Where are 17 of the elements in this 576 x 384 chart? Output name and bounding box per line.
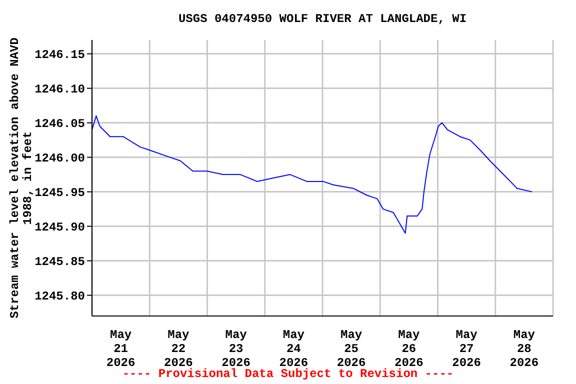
x-tick-label: May 25 2026 xyxy=(336,328,366,370)
y-axis-title: Stream water level elevation above NAVD 1988, in feet xyxy=(8,38,35,318)
text: ---- Provisional Data Subject to Revision ---- xyxy=(122,367,454,381)
y-tick-label: 1246.15 xyxy=(34,48,85,62)
y-tick-label: 1246.05 xyxy=(34,117,85,132)
x-tick-label: May 26 2026 xyxy=(394,328,424,370)
y-tick-label: 1245.95 xyxy=(34,186,85,200)
y-tick-label: 1245.90 xyxy=(34,220,85,235)
x-tick-label: May 21 2026 xyxy=(106,328,136,370)
y-tick-label: 1246.00 xyxy=(34,152,85,166)
y-tick-label: 1245.80 xyxy=(34,290,85,304)
chart-title: USGS 04074950 WOLF RIVER AT LANGLADE, WI xyxy=(177,12,468,26)
x-tick-label: May 28 2026 xyxy=(510,328,539,370)
line-series xyxy=(92,115,532,234)
y-tick-label: 1246.10 xyxy=(34,82,85,97)
y-tick-label: 1245.85 xyxy=(34,255,85,270)
x-tick-label: May 27 2026 xyxy=(452,328,481,370)
